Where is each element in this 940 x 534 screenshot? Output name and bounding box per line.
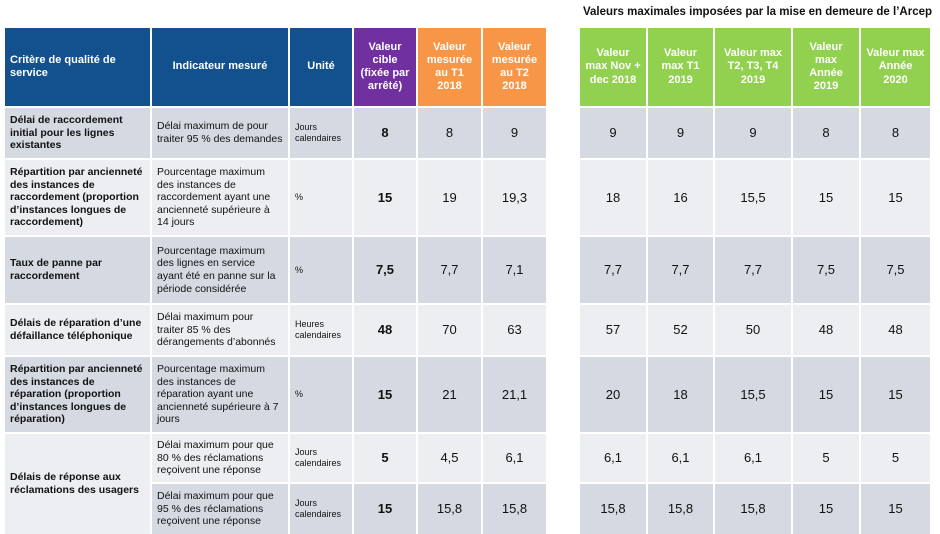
value-cell: 9 [483, 108, 546, 158]
value-cell: 21 [418, 357, 481, 432]
table-title: Valeurs maximales imposées par la mise e… [583, 6, 933, 18]
value-cell: 8 [793, 108, 859, 158]
value-cell: 15 [793, 160, 859, 235]
value-cell: 15 [793, 357, 859, 432]
value-cell: 7,7 [715, 237, 791, 303]
indicator: Pourcentage maximum des instances de rép… [152, 357, 288, 432]
value-cell: 5 [793, 434, 859, 482]
value-cell: 7,7 [418, 237, 481, 303]
value-cell: 15,8 [580, 484, 646, 534]
criterion: Délais de réponse aux réclamations des u… [5, 434, 150, 534]
column-header: Valeur max Année 2019 [793, 28, 859, 106]
value-cell: 57 [580, 305, 646, 355]
column-header: Valeur max Année 2020 [861, 28, 930, 106]
indicator: Délai maximum pour que 80 % des réclamat… [152, 434, 288, 482]
value-cell: 4,5 [418, 434, 481, 482]
value-cell: 15,5 [715, 160, 791, 235]
value-cell: 7,1 [483, 237, 546, 303]
unit: Heures calendaires [290, 305, 352, 355]
value-cell: 20 [580, 357, 646, 432]
column-header: Unité [290, 28, 352, 106]
value-cell: 52 [648, 305, 713, 355]
column-header: Valeur mesurée au T1 2018 [418, 28, 481, 106]
value-cell: 5 [861, 434, 930, 482]
column-header: Valeur cible (fixée par arrêté) [354, 28, 416, 106]
value-cell: 15 [354, 160, 416, 235]
value-cell: 8 [861, 108, 930, 158]
value-cell: 18 [648, 357, 713, 432]
criterion: Répartition par ancienneté des instances… [5, 160, 150, 235]
value-cell: 15 [861, 357, 930, 432]
value-cell: 6,1 [648, 434, 713, 482]
value-cell: 15 [354, 484, 416, 534]
criterion: Taux de panne par raccordement [5, 237, 150, 303]
column-header: Valeur mesurée au T2 2018 [483, 28, 546, 106]
value-cell: 15 [861, 160, 930, 235]
value-cell: 9 [580, 108, 646, 158]
value-cell: 15 [354, 357, 416, 432]
value-cell: 15 [861, 484, 930, 534]
value-cell: 15,8 [483, 484, 546, 534]
value-cell: 70 [418, 305, 481, 355]
indicator: Délai maximum pour que 95 % des réclamat… [152, 484, 288, 534]
value-cell: 15,8 [648, 484, 713, 534]
value-cell: 48 [354, 305, 416, 355]
value-cell: 8 [354, 108, 416, 158]
value-cell: 18 [580, 160, 646, 235]
value-cell: 5 [354, 434, 416, 482]
indicator: Pourcentage maximum des lignes en servic… [152, 237, 288, 303]
criterion: Délais de réparation d’une défaillance t… [5, 305, 150, 355]
column-header: Valeur max T2, T3, T4 2019 [715, 28, 791, 106]
unit: Jours calendaires [290, 108, 352, 158]
value-cell: 19,3 [483, 160, 546, 235]
value-cell: 19 [418, 160, 481, 235]
value-cell: 7,5 [861, 237, 930, 303]
column-header: Indicateur mesuré [152, 28, 288, 106]
value-cell: 15,8 [715, 484, 791, 534]
value-cell: 21,1 [483, 357, 546, 432]
value-cell: 7,7 [580, 237, 646, 303]
column-header: Critère de qualité de service [5, 28, 150, 106]
value-cell: 6,1 [580, 434, 646, 482]
column-header: Valeur max T1 2019 [648, 28, 713, 106]
indicator: Pourcentage maximum des instances de rac… [152, 160, 288, 235]
value-cell: 50 [715, 305, 791, 355]
value-cell: 7,5 [354, 237, 416, 303]
value-cell: 48 [793, 305, 859, 355]
value-cell: 7,5 [793, 237, 859, 303]
indicator: Délai maximum de pour traiter 95 % des d… [152, 108, 288, 158]
unit: % [290, 160, 352, 235]
value-cell: 6,1 [715, 434, 791, 482]
value-cell: 7,7 [648, 237, 713, 303]
unit: Jours calendaires [290, 484, 352, 534]
indicator: Délai maximum pour traiter 85 % des déra… [152, 305, 288, 355]
value-cell: 9 [648, 108, 713, 158]
value-cell: 16 [648, 160, 713, 235]
value-cell: 15 [793, 484, 859, 534]
unit: % [290, 237, 352, 303]
column-header: Valeur max Nov + dec 2018 [580, 28, 646, 106]
value-cell: 6,1 [483, 434, 546, 482]
value-cell: 48 [861, 305, 930, 355]
unit: Jours calendaires [290, 434, 352, 482]
value-cell: 15,5 [715, 357, 791, 432]
value-cell: 63 [483, 305, 546, 355]
criterion: Répartition par ancienneté des instances… [5, 357, 150, 432]
unit: % [290, 357, 352, 432]
value-cell: 8 [418, 108, 481, 158]
value-cell: 9 [715, 108, 791, 158]
criterion: Délai de raccordement initial pour les l… [5, 108, 150, 158]
value-cell: 15,8 [418, 484, 481, 534]
